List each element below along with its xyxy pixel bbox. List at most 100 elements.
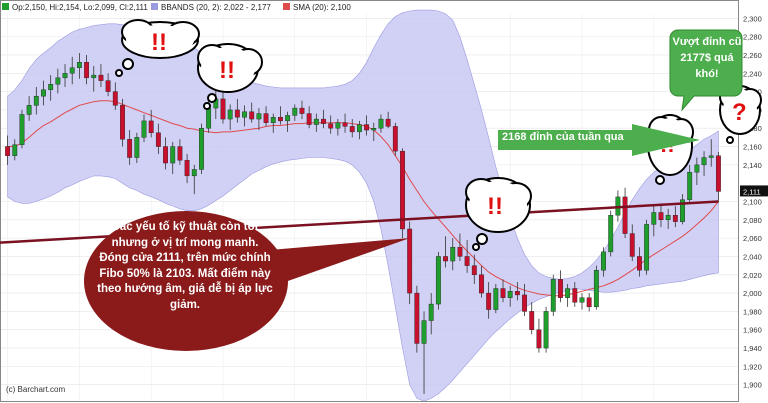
candle bbox=[385, 111, 391, 129]
y-tick-label: 2,260 bbox=[743, 51, 762, 60]
candle bbox=[651, 206, 657, 237]
candle bbox=[658, 203, 664, 228]
candle bbox=[471, 254, 477, 284]
candle bbox=[601, 247, 606, 277]
candle bbox=[141, 114, 147, 142]
candle bbox=[522, 283, 527, 316]
question-mark: ? bbox=[732, 99, 747, 126]
candle bbox=[579, 293, 585, 310]
candle bbox=[715, 152, 721, 203]
candle bbox=[421, 311, 427, 394]
candle bbox=[349, 119, 355, 138]
candle bbox=[98, 64, 104, 88]
y-tick-label: 1,900 bbox=[743, 381, 762, 390]
candle bbox=[550, 274, 556, 316]
candle bbox=[321, 109, 326, 129]
candle bbox=[270, 113, 276, 133]
candle bbox=[364, 115, 370, 136]
candle bbox=[479, 265, 484, 298]
candlesticks bbox=[5, 53, 721, 394]
y-tick-label: 1,920 bbox=[743, 362, 762, 371]
candle bbox=[184, 153, 190, 184]
candle bbox=[701, 151, 707, 176]
candle bbox=[285, 111, 291, 132]
candle bbox=[19, 109, 25, 149]
y-tick-label: 2,020 bbox=[743, 271, 762, 280]
candle bbox=[687, 164, 693, 204]
candle bbox=[76, 53, 82, 79]
legend-swatch-price bbox=[2, 3, 9, 10]
candle bbox=[680, 194, 685, 225]
candle bbox=[378, 114, 384, 133]
candle bbox=[493, 283, 499, 314]
candle bbox=[593, 265, 599, 310]
candle bbox=[507, 285, 513, 307]
last-price-label: 2,111 bbox=[743, 187, 761, 196]
candle bbox=[234, 98, 240, 123]
alarm-mark-3: !! bbox=[487, 193, 503, 220]
candle bbox=[313, 113, 319, 132]
weekly-high-annotation-text: 2168 đỉnh của tuần qua bbox=[502, 131, 624, 143]
candle bbox=[134, 132, 140, 164]
candle bbox=[41, 80, 46, 106]
candle bbox=[26, 96, 32, 121]
y-tick-label: 2,080 bbox=[743, 216, 762, 225]
thought-cloud-2: !! bbox=[197, 43, 263, 110]
legend-ohlc: Op:2,150, Hi:2,154, Lo:2,099, Cl:2,111 bbox=[12, 3, 148, 12]
y-tick-label: 2,040 bbox=[743, 252, 762, 261]
candle bbox=[694, 157, 700, 186]
candle bbox=[622, 187, 628, 239]
y-tick-label: 2,300 bbox=[743, 14, 762, 23]
candle bbox=[69, 56, 75, 85]
candle bbox=[572, 282, 578, 307]
candle bbox=[91, 65, 97, 92]
candle bbox=[177, 139, 183, 165]
alarm-mark-1: !! bbox=[151, 29, 167, 56]
candle bbox=[400, 148, 405, 239]
legend-bbands: BBANDS (20, 2): 2,022 - 2,177 bbox=[161, 3, 271, 12]
candle bbox=[428, 293, 434, 335]
candle bbox=[120, 98, 125, 147]
legend-sma: SMA (20): 2,100 bbox=[293, 3, 351, 12]
candle bbox=[155, 123, 161, 154]
candle bbox=[443, 236, 448, 268]
candle bbox=[242, 105, 247, 127]
y-tick-label: 2,100 bbox=[743, 198, 762, 207]
candle bbox=[356, 120, 362, 140]
candle bbox=[263, 106, 269, 127]
y-tick-label: 1,980 bbox=[743, 307, 762, 316]
alarm-mark-2: !! bbox=[219, 57, 235, 84]
candle bbox=[55, 68, 61, 94]
candle bbox=[414, 285, 420, 353]
candle bbox=[450, 238, 456, 271]
candle bbox=[328, 115, 334, 134]
candle bbox=[170, 141, 176, 175]
legend-swatch-sma bbox=[283, 3, 290, 10]
candle bbox=[256, 108, 262, 131]
candle bbox=[500, 279, 506, 303]
candle bbox=[220, 91, 226, 124]
candle bbox=[5, 135, 11, 165]
candle bbox=[62, 64, 68, 88]
candle bbox=[565, 283, 571, 307]
legend-header: Op:2,150, Hi:2,154, Lo:2,099, Cl:2,111 B… bbox=[2, 3, 351, 12]
candle bbox=[392, 122, 398, 156]
barchart-credit: (c) Barchart.com bbox=[6, 385, 65, 394]
candle bbox=[514, 282, 520, 301]
candle bbox=[306, 106, 312, 129]
candle bbox=[435, 251, 441, 310]
candle bbox=[278, 106, 283, 125]
candle bbox=[457, 233, 463, 262]
candle bbox=[342, 113, 348, 133]
thought-cloud-1: !! bbox=[115, 19, 200, 77]
candle bbox=[292, 104, 298, 121]
legend-swatch-bbands bbox=[151, 3, 158, 10]
candle bbox=[558, 270, 563, 303]
candle bbox=[708, 139, 714, 167]
candle bbox=[191, 164, 197, 195]
candle bbox=[199, 123, 204, 175]
candle bbox=[536, 318, 542, 353]
candle bbox=[148, 109, 154, 138]
y-tick-label: 2,240 bbox=[743, 69, 762, 78]
candle bbox=[299, 100, 305, 120]
